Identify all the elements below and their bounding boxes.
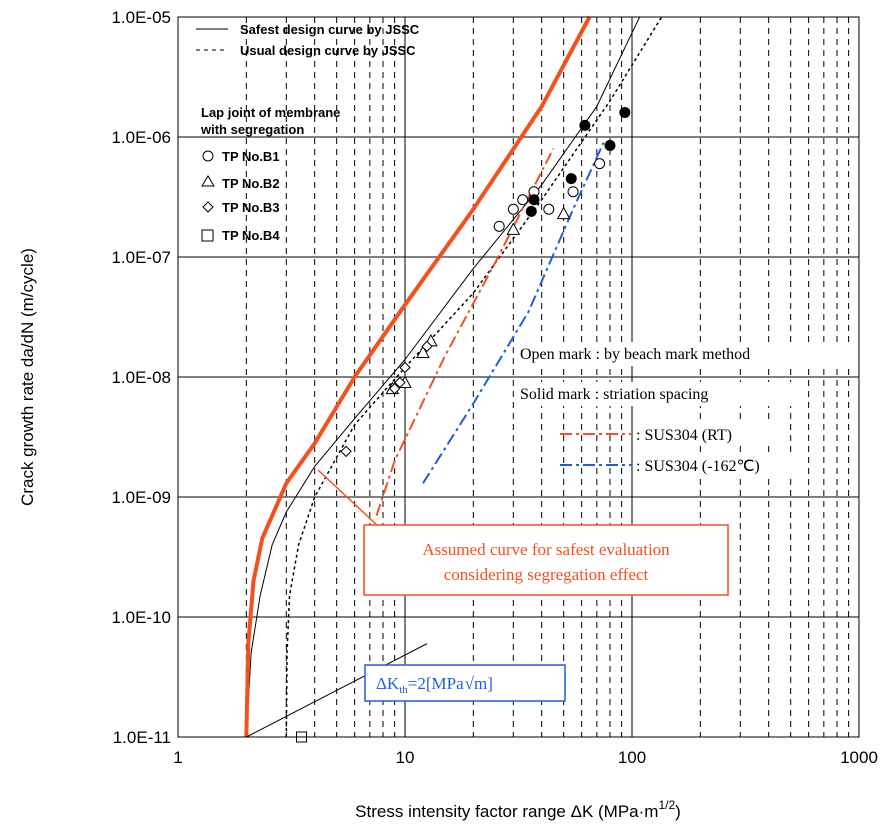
plot-frame	[177, 16, 860, 738]
curve-line	[375, 148, 555, 516]
tick-labels: 1 10 100 1000 1.0E-11 1.0E-10 1.0E-09 1.0E-08 1.…	[111, 8, 877, 767]
data-point-diamond	[421, 340, 433, 353]
y-axis-title: Crack growth rate da/dN (m/cycle)	[18, 248, 37, 506]
y-tick-label: 1.0E-06	[111, 128, 171, 147]
legend-marker-square-icon	[201, 229, 214, 242]
threshold-label-sub: th	[399, 684, 408, 696]
assumed-callout-leader	[317, 469, 379, 527]
y-tick-label: 1.0E-08	[111, 368, 171, 387]
x-tick-label: 1000	[840, 748, 878, 767]
threshold-callout: ΔKth=2[MPa√m]	[364, 664, 566, 702]
assumed-curve-callout: Assumed curve for safest evaluation cons…	[317, 469, 729, 596]
y-tick-label: 1.0E-11	[113, 728, 171, 747]
data-point-diamond	[340, 445, 352, 458]
legend-label-b2: TP No.B2	[222, 176, 280, 191]
legend-label-usual: Usual design curve by JSSC	[240, 43, 416, 58]
data-point-triangle	[556, 206, 571, 220]
assumed-callout-line2: considering segregation effect	[444, 565, 649, 584]
legend-label-b4: TP No.B4	[222, 228, 280, 243]
data-point-diamond	[399, 361, 411, 374]
data-point-circle	[579, 119, 591, 131]
threshold-box	[364, 664, 566, 702]
x-axis-title-end: )	[675, 802, 681, 821]
curve-line	[422, 142, 605, 484]
y-tick-label: 1.0E-09	[111, 488, 171, 507]
data-point-circle	[543, 203, 555, 215]
threshold-label-root: m]	[474, 674, 493, 693]
cryo-label-bg	[634, 455, 804, 477]
open-mark-note-bg	[517, 342, 857, 366]
data-point-triangle	[416, 345, 430, 359]
data-point-circle	[604, 139, 616, 151]
data-point-circle	[517, 194, 529, 206]
solid-mark-note-bg	[517, 382, 797, 406]
assumed-callout-line1: Assumed curve for safest evaluation	[422, 540, 670, 559]
cryo-legend-label: : SUS304 (-162℃)	[636, 458, 760, 475]
legend-label-b3: TP No.B3	[222, 200, 280, 215]
solid-mark-note: Solid mark : striation spacing	[520, 386, 708, 403]
threshold-label: ΔKth=2[MPa√m]	[376, 674, 493, 696]
y-tick-label: 1.0E-10	[111, 608, 171, 627]
legend-marker-triangle-icon	[201, 175, 215, 187]
legend-marker-circle-icon	[202, 150, 214, 162]
x-tick-label: 1	[173, 748, 182, 767]
data-point-circle	[493, 220, 505, 232]
data-point-circle	[507, 203, 519, 215]
assumed-callout-box	[363, 524, 729, 596]
legend-label-b1: TP No.B1	[222, 149, 280, 164]
data-point-diamond	[394, 376, 406, 389]
data-point-triangle	[506, 222, 521, 235]
y-tick-label: 1.0E-05	[111, 8, 171, 27]
data-point-circle	[565, 173, 577, 185]
curve-line	[245, 16, 641, 738]
legend-group-title-1: Lap joint of membrane	[201, 105, 340, 120]
curve-line	[285, 16, 663, 738]
data-point-circle	[619, 107, 631, 119]
x-axis-title-main: Stress intensity factor range ΔK (MPa·m	[355, 802, 658, 821]
threshold-sqrt-icon: √	[465, 674, 475, 693]
curve-line	[244, 16, 592, 738]
open-mark-note: Open mark : by beach mark method	[520, 346, 750, 363]
threshold-label-prefix: ΔK	[376, 674, 400, 693]
legend-group-title-2: with segregation	[200, 122, 304, 137]
legend: Safest design curve by JSSC Usual design…	[196, 22, 420, 243]
legend-label-safest: Safest design curve by JSSC	[240, 22, 420, 37]
data-point-circle	[525, 205, 537, 217]
data-point-diamond	[388, 382, 401, 395]
rt-label-bg	[634, 424, 784, 446]
legend-marker-diamond-icon	[202, 201, 214, 213]
data-point-circle	[567, 186, 579, 198]
curve-group	[244, 16, 663, 738]
data-point-circle	[528, 194, 540, 206]
x-axis-title-sup: 1/2	[658, 798, 675, 812]
mark-notes: Open mark : by beach mark method Solid m…	[517, 342, 857, 477]
y-tick-label: 1.0E-07	[111, 248, 171, 267]
x-axis-title: Stress intensity factor range ΔK (MPa·m1…	[355, 798, 681, 821]
x-tick-label: 10	[396, 748, 415, 767]
threshold-label-mid: =2[MPa	[408, 674, 464, 693]
x-tick-label: 100	[618, 748, 646, 767]
threshold-leader-line	[246, 643, 428, 738]
data-point-circle	[594, 158, 606, 170]
rt-legend-label: : SUS304 (RT)	[636, 427, 732, 444]
